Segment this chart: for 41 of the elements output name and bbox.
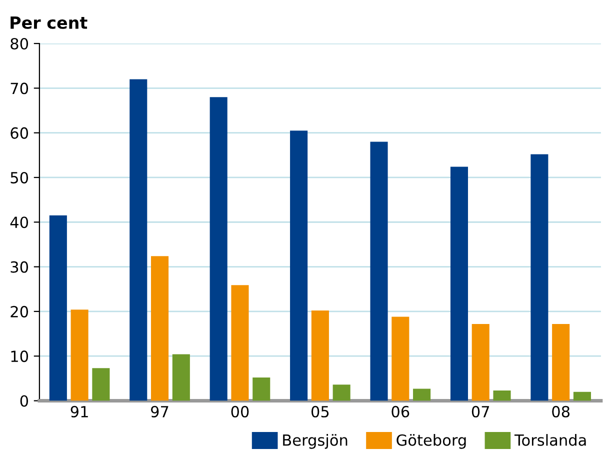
- bar: [49, 215, 67, 401]
- bar: [252, 378, 270, 401]
- y-tick-label: 0: [20, 395, 28, 407]
- x-tick-label: 08: [552, 406, 570, 418]
- y-tick-label: 50: [10, 172, 28, 184]
- x-tick-label: 06: [392, 406, 410, 418]
- y-tick-label: 80: [10, 38, 28, 50]
- bar: [210, 97, 228, 401]
- bar: [472, 324, 490, 401]
- y-tick-label: 20: [10, 306, 28, 318]
- bar: [130, 79, 148, 401]
- bar: [370, 142, 388, 401]
- bar: [311, 310, 329, 401]
- bar: [231, 285, 249, 401]
- y-tick-label: 60: [10, 127, 28, 139]
- y-tick-label: 70: [10, 82, 28, 94]
- x-tick-label: 91: [70, 406, 88, 418]
- bar: [332, 384, 350, 401]
- y-tick-label: 10: [11, 350, 28, 362]
- bar: [172, 354, 190, 401]
- bar: [92, 368, 110, 401]
- bar: [392, 316, 410, 401]
- bar: [530, 154, 548, 401]
- legend-label: Bergsjön: [283, 434, 348, 449]
- legend-label: Torslanda: [514, 434, 586, 446]
- bar: [573, 392, 591, 401]
- bar: [413, 388, 431, 401]
- bar: [151, 256, 169, 401]
- x-tick-label: 97: [151, 406, 168, 418]
- chart-title: Per cent: [10, 16, 88, 29]
- bar: [493, 390, 511, 401]
- y-tick-label: 40: [10, 216, 28, 228]
- y-tick-label: 30: [10, 261, 28, 273]
- x-tick-label: 07: [472, 406, 490, 418]
- bar: [70, 310, 88, 401]
- legend-label: Göteborg: [396, 434, 466, 449]
- x-tick-label: 05: [311, 406, 329, 418]
- x-tick-label: 00: [231, 406, 249, 418]
- bar: [450, 166, 468, 401]
- bar: [290, 130, 308, 401]
- bar: [552, 324, 570, 401]
